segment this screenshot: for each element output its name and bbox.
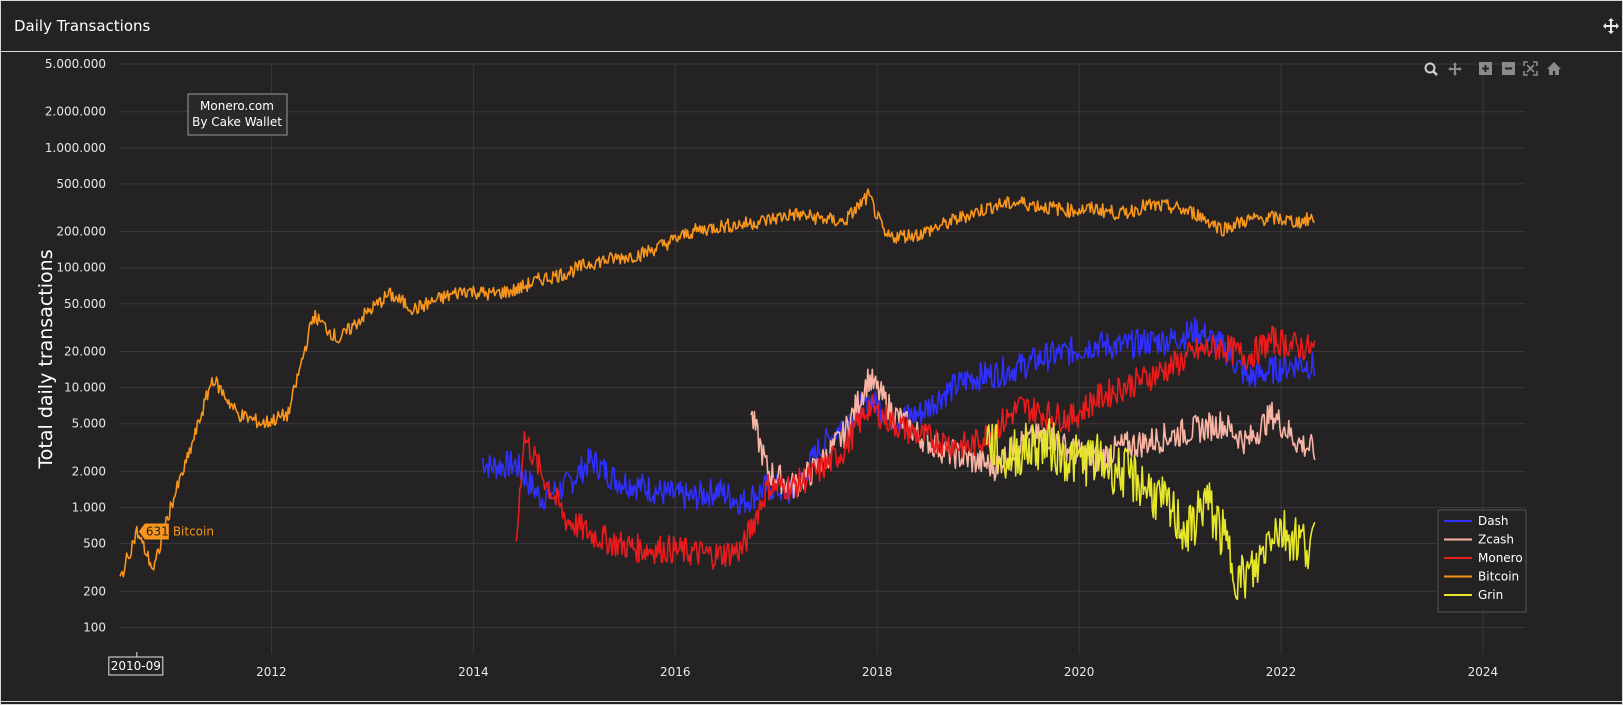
x-tick-label: 2020	[1064, 665, 1095, 679]
y-tick-label: 10.000	[64, 381, 106, 395]
y-axis: 5.000.000 2.000.000 1.000.000 500.000 200.00…	[45, 57, 106, 634]
y-tick-label: 5.000	[72, 417, 106, 431]
reset-axes-icon[interactable]	[1547, 62, 1561, 75]
x-tick-label: 2016	[660, 665, 691, 679]
legend-item-bitcoin[interactable]: Bitcoin	[1478, 570, 1519, 584]
legend-item-zcash[interactable]: Zcash	[1478, 533, 1514, 547]
modebar	[1424, 61, 1561, 76]
zoom-out-icon[interactable]	[1502, 62, 1515, 75]
y-tick-label: 50.000	[64, 297, 106, 311]
zoom-in-icon[interactable]	[1479, 62, 1492, 75]
series-line-grin	[985, 418, 1316, 601]
hover-x-box	[108, 656, 164, 676]
series-layer	[119, 188, 1316, 601]
y-tick-label: 200	[83, 584, 106, 598]
hover-tooltip: 631 Bitcoin 2010-09	[108, 523, 214, 676]
series-line-dash	[481, 316, 1316, 515]
watermark-line1: Monero.com	[200, 99, 274, 113]
pan-arrows	[1448, 62, 1462, 76]
x-tick-label: 2018	[862, 665, 893, 679]
x-tick-label: 2014	[458, 665, 489, 679]
y-tick-label: 100	[83, 620, 106, 634]
y-axis-label: Total daily transactions	[35, 249, 57, 469]
move-icon[interactable]	[1603, 18, 1619, 34]
y-tick-label: 100.000	[56, 261, 106, 275]
legend: Dash Zcash Monero Bitcoin Grin	[1437, 509, 1527, 613]
bottom-border	[0, 701, 1623, 702]
autoscale-glyph	[1523, 61, 1538, 76]
hover-pointer	[138, 523, 169, 540]
legend-item-grin[interactable]: Grin	[1478, 588, 1503, 602]
zoom-glass	[1424, 62, 1436, 74]
line-chart: 5.000.000 2.000.000 1.000.000 500.000 200.00…	[35, 57, 1561, 679]
watermark-line2: By Cake Wallet	[192, 115, 282, 129]
x-tick-label: 2022	[1266, 665, 1297, 679]
series-line-bitcoin	[119, 188, 1315, 578]
grid-layer	[120, 63, 1525, 654]
series-line-zcash	[750, 368, 1316, 499]
panel-header: Daily Transactions	[0, 0, 1623, 52]
zoom-icon[interactable]	[1424, 62, 1438, 76]
y-tick-label: 500	[83, 537, 106, 551]
y-tick-label: 1.000	[72, 501, 106, 515]
hover-series-name: Bitcoin	[173, 524, 214, 538]
hover-value: 631	[146, 524, 169, 538]
y-tick-label: 1.000.000	[45, 141, 106, 155]
x-axis: 2012 2014 2016 2018 2020 2022 2024	[256, 665, 1498, 679]
zoom-handle	[1432, 70, 1438, 76]
autoscale-icon[interactable]	[1523, 61, 1538, 76]
plus-sign	[1482, 65, 1489, 72]
legend-item-dash[interactable]: Dash	[1478, 514, 1508, 528]
legend-item-monero[interactable]: Monero	[1478, 551, 1523, 565]
pan-icon[interactable]	[1448, 62, 1462, 76]
y-tick-label: 5.000.000	[45, 57, 106, 71]
watermark-box: Monero.com By Cake Wallet	[187, 93, 288, 136]
series-line-monero	[514, 325, 1316, 570]
y-tick-label: 20.000	[64, 345, 106, 359]
y-tick-label: 500.000	[56, 177, 106, 191]
panel-title: Daily Transactions	[14, 17, 151, 35]
home-glyph	[1547, 62, 1561, 75]
y-tick-label: 200.000	[56, 225, 106, 239]
watermark-frame	[187, 93, 288, 136]
x-tick-label: 2012	[256, 665, 287, 679]
y-tick-label: 2.000	[72, 464, 106, 478]
hover-x-label: 2010-09	[111, 659, 161, 673]
x-tick-label: 2024	[1468, 665, 1499, 679]
y-tick-label: 2.000.000	[45, 105, 106, 119]
